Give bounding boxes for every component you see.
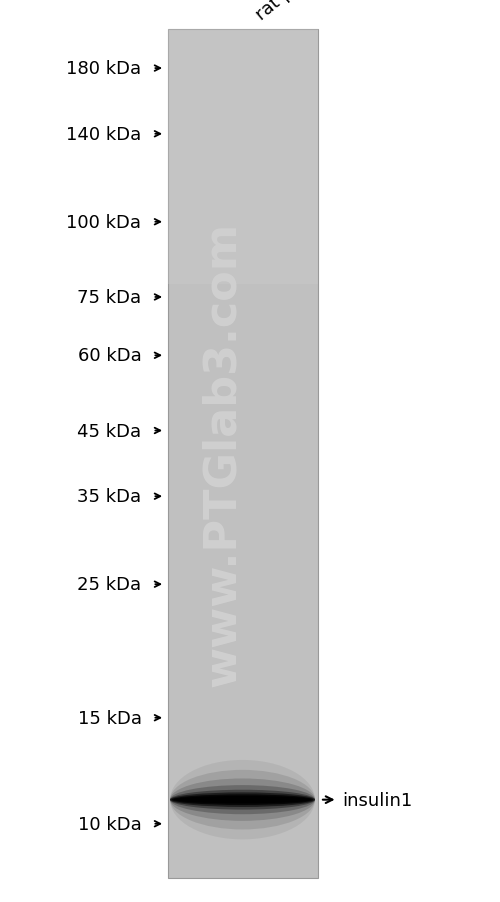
- Ellipse shape: [172, 795, 314, 805]
- Text: 180 kDa: 180 kDa: [66, 60, 142, 78]
- Ellipse shape: [170, 760, 315, 840]
- Text: 140 kDa: 140 kDa: [66, 125, 142, 143]
- Text: 15 kDa: 15 kDa: [78, 709, 142, 727]
- Bar: [168, 30, 318, 878]
- Text: 25 kDa: 25 kDa: [78, 575, 142, 594]
- Text: insulin1: insulin1: [342, 791, 413, 809]
- Text: www.PTGlab3.com: www.PTGlab3.com: [201, 222, 244, 686]
- Text: 35 kDa: 35 kDa: [78, 488, 142, 506]
- Text: 10 kDa: 10 kDa: [78, 815, 142, 833]
- Ellipse shape: [170, 793, 315, 807]
- Bar: [168, 30, 318, 284]
- Text: 45 kDa: 45 kDa: [78, 422, 142, 440]
- Ellipse shape: [170, 790, 315, 810]
- Ellipse shape: [170, 778, 315, 821]
- Text: rat pancreas: rat pancreas: [252, 0, 352, 24]
- Ellipse shape: [174, 796, 312, 804]
- Text: 100 kDa: 100 kDa: [66, 214, 142, 232]
- Text: 60 kDa: 60 kDa: [78, 347, 142, 365]
- Ellipse shape: [170, 786, 315, 815]
- Ellipse shape: [170, 770, 315, 830]
- Text: 75 kDa: 75 kDa: [78, 289, 142, 307]
